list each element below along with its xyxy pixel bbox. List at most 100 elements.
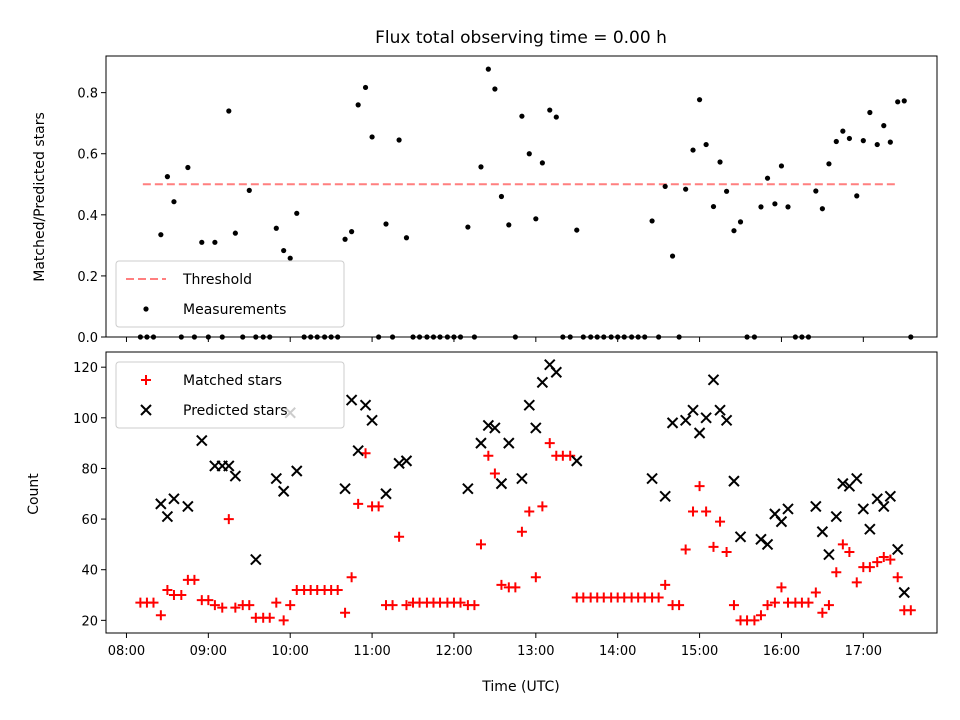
matched-stars-point	[162, 584, 173, 595]
matched-stars-point	[905, 605, 916, 616]
measurement-point	[737, 219, 744, 225]
measurement-point	[478, 164, 484, 170]
matched-stars-point	[387, 600, 398, 611]
predicted-stars-point	[679, 414, 692, 427]
matched-stars-point	[189, 574, 200, 585]
predicted-stars-point	[345, 394, 358, 406]
measurement-point	[199, 239, 205, 245]
x-tick-label: 15:00	[681, 644, 718, 659]
measurement-point	[403, 235, 410, 241]
bottom-plot-area	[135, 358, 916, 626]
top-y-tick-label: 0.4	[77, 209, 98, 224]
measurement-point	[164, 174, 171, 180]
measurement-point	[867, 109, 873, 116]
measurement-point	[717, 159, 723, 165]
measurement-point	[764, 175, 771, 181]
measurement-point	[232, 230, 238, 236]
measurement-point	[185, 164, 191, 171]
matched-stars-point	[455, 597, 466, 608]
matched-stars-point	[728, 600, 739, 611]
matched-stars-point	[872, 557, 883, 568]
matched-stars-point	[244, 600, 255, 611]
top-axes-frame	[105, 55, 938, 338]
top-y-tick-label: 0.6	[77, 148, 98, 163]
measurement-point	[778, 163, 785, 169]
predicted-stars-point	[810, 500, 822, 513]
matched-stars-point	[851, 577, 862, 588]
predicted-stars-point	[720, 414, 733, 427]
matched-stars-point	[688, 506, 699, 517]
measurement-point	[294, 210, 300, 216]
top-y-tick-label: 0.0	[77, 331, 98, 346]
matched-stars-point	[530, 572, 541, 583]
matched-stars-point	[537, 501, 548, 512]
predicted-stars-point	[884, 490, 897, 503]
measurement-point	[690, 147, 696, 153]
matched-stars-point	[844, 546, 855, 557]
predicted-stars-point	[530, 422, 542, 434]
predicted-stars-point	[270, 472, 283, 485]
x-tick-label: 14:00	[599, 644, 636, 659]
predicted-stars-point	[168, 493, 180, 505]
top-y-axis-label: Matched/Predicted stars	[32, 112, 48, 282]
legend-label: Matched stars	[183, 373, 282, 389]
predicted-stars-point	[366, 414, 378, 427]
predicted-stars-point	[714, 404, 726, 416]
matched-stars-point	[823, 600, 834, 611]
predicted-stars-point	[359, 399, 372, 411]
measurement-point	[710, 203, 717, 210]
matched-stars-point	[394, 531, 405, 542]
predicted-stars-point	[851, 472, 863, 485]
measurement-point	[533, 216, 539, 222]
measurement-point	[772, 201, 778, 207]
measurement-point	[492, 86, 498, 92]
matched-stars-point	[373, 501, 384, 512]
measurement-point	[273, 225, 279, 231]
matched-stars-point	[155, 610, 166, 621]
matched-stars-point	[776, 582, 787, 593]
matched-stars-point	[864, 562, 875, 573]
measurement-point	[860, 138, 866, 144]
legend-symbol	[140, 404, 152, 416]
legend-symbol	[141, 375, 151, 385]
matched-stars-point	[721, 546, 732, 557]
predicted-stars-point	[196, 434, 208, 447]
bottom-panel: 20 40 60 80 100 120 08:00 09:00 10:00 11:00 12:00 1…	[73, 351, 938, 659]
bottom-axes-frame	[105, 351, 938, 634]
legend-label: Predicted stars	[183, 403, 288, 419]
predicted-stars-point	[687, 404, 699, 416]
predicted-stars-point	[250, 553, 262, 566]
x-tick-label: 13:00	[517, 644, 554, 659]
measurement-point	[846, 135, 852, 142]
measurement-point	[519, 113, 525, 119]
matched-stars-point	[715, 516, 726, 527]
top-y-tick-label: 0.8	[77, 87, 98, 102]
matched-stars-point	[203, 595, 214, 606]
matched-stars-point	[271, 597, 282, 608]
predicted-stars-point	[857, 503, 870, 515]
measurement-point	[731, 228, 737, 234]
matched-stars-point	[469, 600, 480, 611]
x-tick-label: 16:00	[763, 644, 800, 659]
top-legend: Threshold Measurements	[115, 260, 345, 328]
predicted-stars-point	[380, 488, 392, 500]
predicted-stars-point	[550, 366, 563, 378]
matched-stars-point	[831, 567, 842, 578]
measurement-point	[881, 123, 887, 129]
predicted-stars-point	[878, 500, 890, 513]
matched-stars-point	[708, 541, 719, 552]
measurement-point	[355, 102, 361, 108]
predicted-stars-point	[755, 533, 767, 546]
measurement-point	[662, 183, 668, 190]
predicted-stars-point	[155, 498, 167, 510]
predicted-stars-point	[523, 399, 535, 411]
measurement-point	[226, 108, 232, 114]
matched-stars-point	[674, 600, 685, 611]
predicted-stars-point	[775, 515, 788, 528]
measurement-point	[465, 224, 471, 230]
measurement-point	[287, 255, 293, 261]
top-panel: 0.0 0.2 0.4 0.6 0.8 Threshold Measurements	[77, 55, 938, 346]
measurement-point	[547, 107, 553, 113]
measurement-point	[901, 98, 907, 104]
legend-box	[115, 361, 345, 429]
